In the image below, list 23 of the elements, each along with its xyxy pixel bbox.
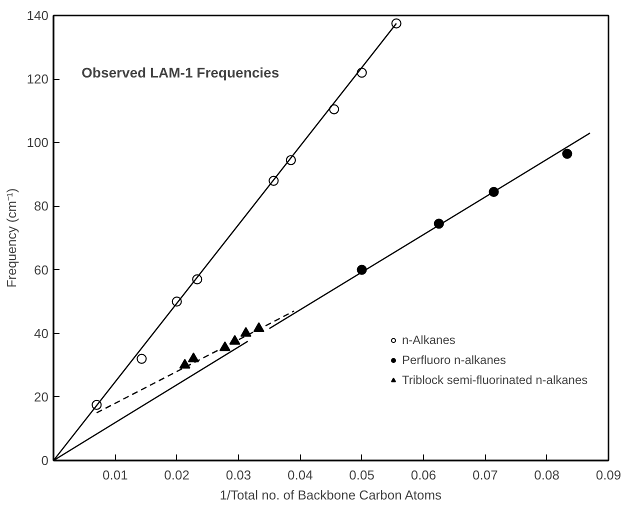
- x-axis-title: 1/Total no. of Backbone Carbon Atoms: [220, 488, 442, 502]
- y-tick-label: 100: [26, 135, 49, 150]
- text: Observed LAM-1 Frequencies: [82, 64, 280, 80]
- x-tick-label: 0.05: [349, 468, 374, 482]
- y-tick-label: 120: [26, 72, 49, 87]
- legend-label: Perfluoro n-alkanes: [402, 352, 508, 368]
- x-tick-label: 0.09: [596, 468, 622, 482]
- legend-label: n-Alkanes: [402, 332, 456, 348]
- y-axis-title: Frequency (cm⁻¹): [4, 188, 19, 288]
- x-tick-label: 0.01: [102, 468, 128, 482]
- x-tick-label: 0.03: [226, 468, 252, 482]
- y-tick-label: 60: [34, 262, 49, 278]
- y-tick-label: 80: [34, 198, 49, 214]
- y-tick-label: 40: [34, 326, 49, 341]
- x-tick-label: 0.08: [534, 468, 560, 482]
- x-tick-label: 0.04: [288, 468, 313, 482]
- y-tick-label: 20: [34, 389, 49, 404]
- legend-label: Triblock semi-fluorinated n-alkanes: [402, 372, 588, 388]
- x-tick-label: 0.02: [164, 468, 190, 482]
- x-tick-label: 0.06: [410, 468, 436, 482]
- y-tick-label: 0: [41, 453, 49, 468]
- x-tick-label: 0.07: [472, 468, 498, 482]
- y-tick-label: 140: [26, 8, 49, 23]
